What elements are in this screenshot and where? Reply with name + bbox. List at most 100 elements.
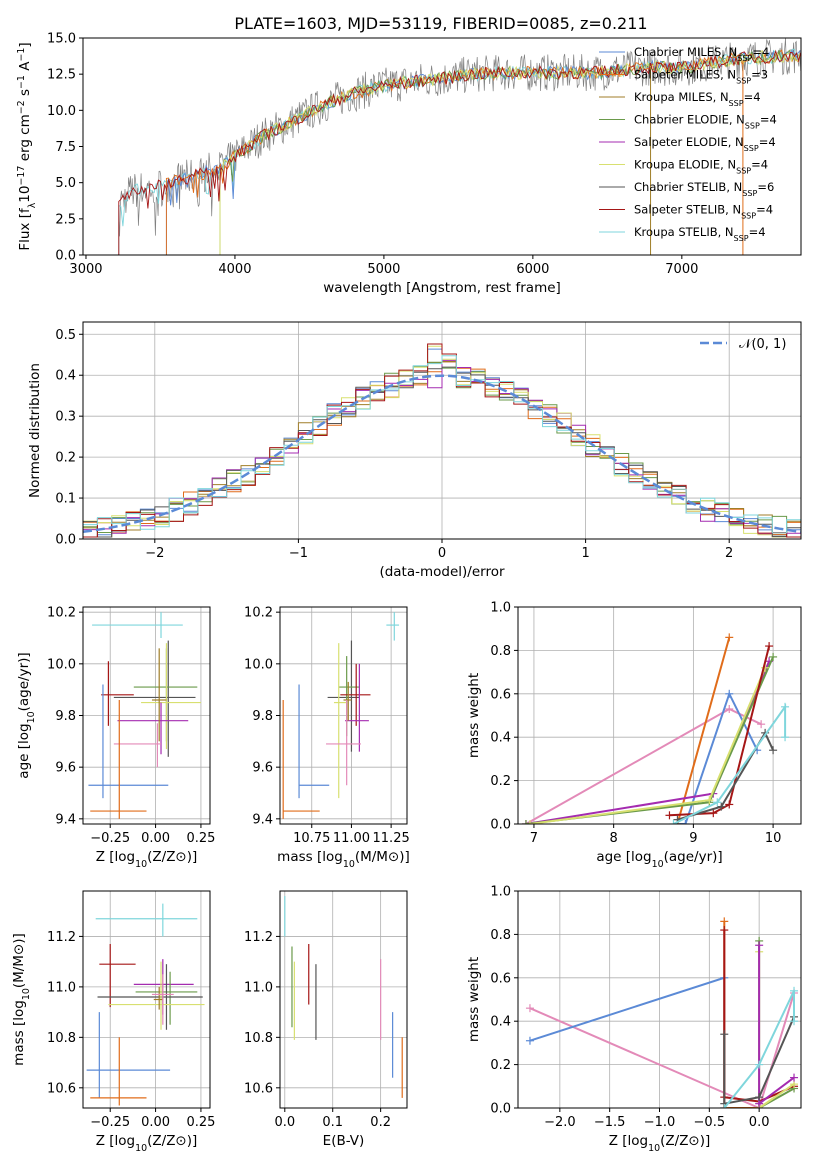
y-axis-label: mass [log10(M/M⊙)] (11, 933, 32, 1066)
y-tick-label: 0.3 (55, 410, 76, 425)
y-tick-label: 0.0 (490, 1102, 511, 1117)
axes-frame (517, 606, 802, 825)
label-part: (age/yr)] (16, 652, 32, 711)
y-tick-label: 5.0 (55, 176, 76, 191)
y-tick-label: 10.6 (244, 1081, 273, 1096)
data-point (90, 1037, 147, 1106)
weight-series (673, 728, 778, 824)
y-tick-label: 0.2 (55, 451, 76, 466)
label-part: λ (27, 202, 38, 208)
data-point (282, 700, 320, 819)
x-tick-label: 0.00 (141, 831, 170, 846)
x-axis-label: Z [log10(Z/Z⊙)] (609, 1133, 711, 1154)
x-tick-label: 10.75 (293, 831, 330, 846)
axes-frame (82, 890, 211, 1109)
y-tick-label: 1.0 (490, 885, 511, 900)
x-tick-label: 0.2 (370, 1115, 391, 1130)
y-tick-label: 10.0 (244, 657, 273, 672)
legend-label: Kroupa STELIB, NSSP=4 (634, 225, 766, 243)
legend: 𝒩(0, 1) (700, 337, 786, 352)
x-tick-label: 0.0 (274, 1115, 295, 1130)
weight-series (525, 973, 764, 1108)
legend-label: Kroupa MILES, NSSP=4 (634, 90, 761, 108)
label-part: Salpeter ELODIE, N (634, 135, 744, 149)
x-tick-label: −1.0 (644, 1115, 676, 1130)
x-tick-label: 10 (765, 831, 782, 846)
x-tick-label: 0.25 (186, 831, 215, 846)
data-point (95, 903, 198, 937)
legend-label: Salpeter ELODIE, NSSP=4 (634, 135, 776, 153)
label-part: E(B-V) (323, 1133, 365, 1149)
legend-label: Chabrier MILES, NSSP=4 (634, 45, 769, 63)
label-part: log (11, 1000, 27, 1021)
label-part: Z [ (96, 1133, 115, 1149)
plot-area (118, 38, 801, 255)
y-axis-label: mass weight (466, 673, 482, 758)
normal-reference-curve (83, 374, 801, 534)
label-part: =4 (751, 158, 768, 172)
y-tick-label: 11.0 (47, 980, 76, 995)
label-part: (Z/Z⊙)] (147, 1133, 197, 1149)
label-part: age [ (16, 744, 32, 779)
x-axis-label: age [log10(age/yr)] (596, 849, 722, 870)
label-part: 10 (652, 859, 664, 870)
label-part: 10 (17, 186, 33, 203)
y-tick-label: 1.0 (490, 601, 511, 616)
x-tick-label: 2 (725, 546, 733, 561)
label-part: mass [ (11, 1021, 27, 1066)
x-tick-label: −1.5 (594, 1115, 626, 1130)
weight-line (723, 930, 795, 1103)
x-tick-label: −0.25 (90, 1115, 130, 1130)
y-tick-label: 0.4 (490, 731, 511, 746)
x-tick-label: 0.25 (186, 1115, 215, 1130)
y-axis-label: Normed distribution (27, 363, 43, 498)
y-tick-label: 0.6 (490, 687, 511, 702)
x-tick-label: 5000 (367, 262, 400, 277)
label-part: =4 (760, 113, 777, 127)
x-tick-label: −0.25 (90, 831, 130, 846)
data-point (86, 1012, 171, 1098)
weight-series (669, 702, 790, 824)
weight-series (755, 941, 799, 1108)
y-tick-label: 10.2 (47, 606, 76, 621)
data-point (133, 648, 198, 742)
label-part: 10 (21, 988, 32, 1000)
plot-area (518, 891, 801, 1108)
x-tick-label: 0.00 (141, 1115, 170, 1130)
label-part: Z [ (96, 849, 115, 865)
data-point (97, 964, 203, 1030)
legend-label: Salpeter MILES, NSSP=3 (634, 68, 768, 86)
y-tick-label: 0.8 (490, 928, 511, 943)
label-part: Salpeter MILES, N (634, 68, 736, 82)
y-tick-label: 0.0 (55, 533, 76, 548)
x-axis-label: mass [log10(M/M⊙)] (277, 849, 410, 870)
data-point (345, 663, 369, 752)
y-tick-label: 0.8 (490, 644, 511, 659)
y-tick-label: 0.4 (55, 369, 76, 384)
x-tick-label: 4000 (218, 262, 251, 277)
label-part: SSP (734, 234, 749, 243)
y-tick-label: 9.8 (252, 709, 273, 724)
y-tick-label: 2.5 (55, 212, 76, 227)
label-part: −17 (16, 166, 27, 186)
y-tick-label: 11.2 (47, 930, 76, 945)
data-point (99, 943, 136, 1008)
data-point (92, 612, 183, 638)
label-part: (M/M⊙)] (11, 933, 27, 988)
x-axis-label: Z [log10(Z/Z⊙)] (96, 1133, 198, 1154)
weight-series (521, 652, 778, 824)
label-part: mass weight (466, 957, 482, 1042)
x-tick-label: 0.0 (749, 1115, 770, 1130)
label-part: Chabrier MILES, N (634, 45, 737, 59)
y-axis-label: Flux [fλ10−17 erg cm−2 s−1 A−1] (16, 42, 38, 250)
plot-area (83, 607, 210, 824)
y-tick-label: 0.0 (55, 249, 76, 264)
label-part: (M/M⊙)] (355, 849, 410, 865)
data-point (151, 648, 167, 742)
plot-area (518, 607, 801, 824)
x-axis-label: E(B-V) (323, 1133, 365, 1149)
chart-spectrum: 3000 4000 5000 6000 7000 0.0 2.5 5.0 7.5 10.0 12.5… (16, 32, 802, 296)
label-part: ] (17, 42, 33, 47)
data-point (117, 702, 189, 755)
